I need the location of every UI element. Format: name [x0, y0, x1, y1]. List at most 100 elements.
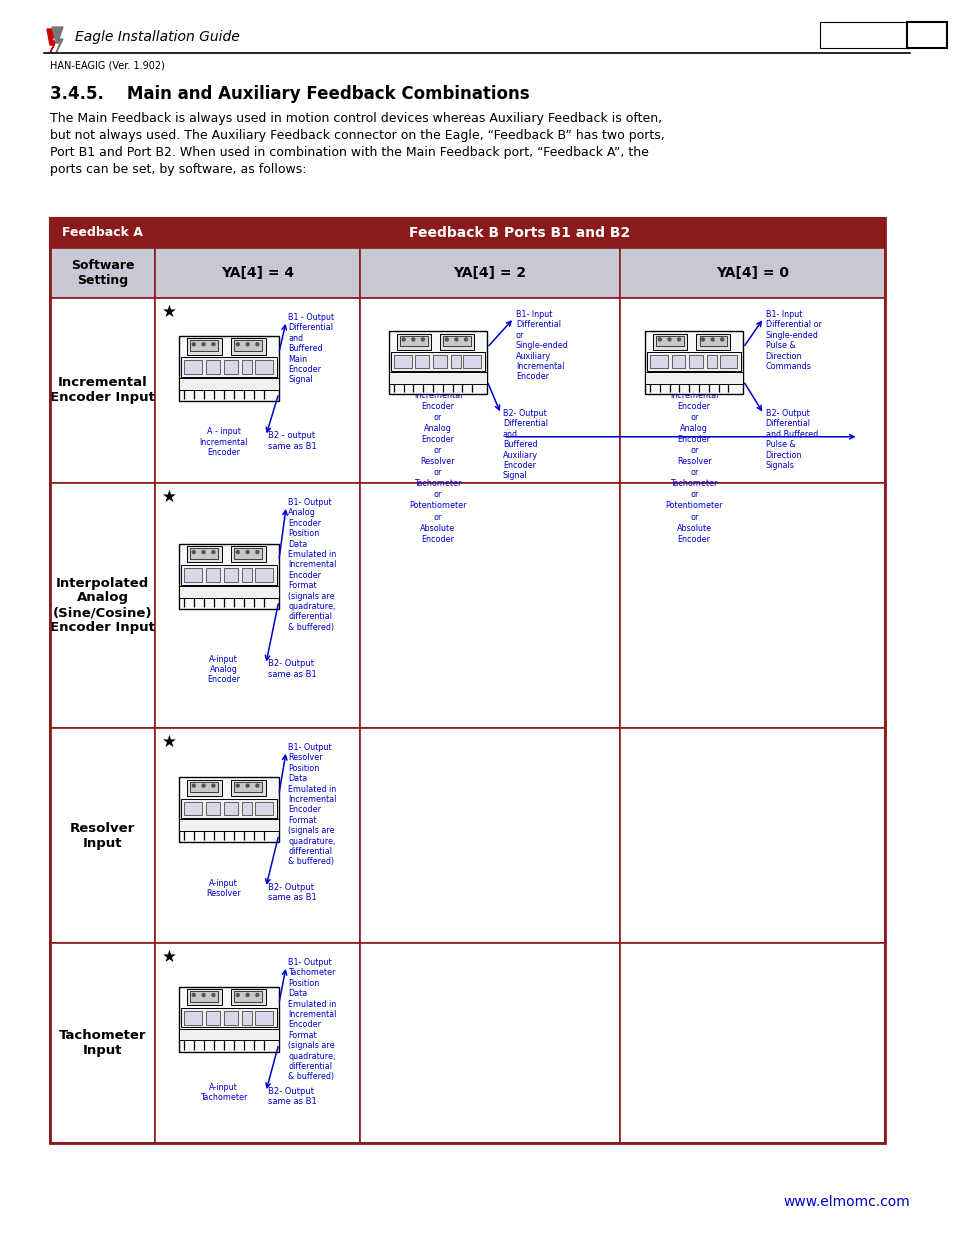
Bar [184, 568, 202, 582]
Text: www.elmomc.com: www.elmomc.com [782, 1195, 909, 1209]
Bar [206, 802, 219, 815]
Circle shape [412, 338, 415, 341]
Bar [190, 341, 218, 351]
Bar [154, 483, 359, 727]
Bar [619, 944, 884, 1144]
Bar [706, 354, 716, 368]
Circle shape [255, 784, 258, 787]
Text: B1- Output
Resolver
Position
Data
Emulated in
Incremental
Encoder
Format
(signal: B1- Output Resolver Position Data Emulat… [288, 743, 336, 867]
Circle shape [455, 338, 457, 341]
Bar [181, 799, 276, 818]
Text: The Main Feedback is always used in motion control devices whereas Auxiliary Fee: The Main Feedback is always used in moti… [50, 112, 661, 125]
Circle shape [421, 338, 424, 341]
Bar [389, 331, 486, 394]
Circle shape [700, 338, 703, 341]
Bar [619, 298, 884, 483]
Text: 3.4.5.    Main and Auxiliary Feedback Combinations: 3.4.5. Main and Auxiliary Feedback Combi… [50, 85, 529, 103]
Bar [181, 566, 276, 584]
Circle shape [246, 343, 249, 346]
Circle shape [255, 551, 258, 553]
Circle shape [193, 551, 195, 553]
Circle shape [246, 551, 249, 553]
Circle shape [193, 993, 195, 997]
Bar [241, 1011, 252, 1025]
Bar [181, 1008, 276, 1028]
Bar [224, 802, 237, 815]
Bar [154, 248, 359, 298]
Circle shape [236, 784, 239, 787]
Circle shape [212, 993, 214, 997]
Bar [241, 361, 252, 374]
Bar [50, 483, 154, 727]
Text: but not always used. The Auxiliary Feedback connector on the Eagle, “Feedback B”: but not always used. The Auxiliary Feedb… [50, 128, 664, 142]
Text: A - input
Incremental
Encoder: A - input Incremental Encoder [199, 427, 248, 457]
Text: B2- Output
Differential
and
Buffered
Auxiliary
Encoder
Signal: B2- Output Differential and Buffered Aux… [502, 409, 547, 480]
Circle shape [667, 338, 670, 341]
Bar [178, 585, 278, 598]
Bar [391, 352, 484, 370]
Text: A-input
Analog
Encoder: A-input Analog Encoder [207, 655, 240, 684]
Bar [689, 354, 702, 368]
Text: B2- Output
Differential
and Buffered
Pulse &
Direction
Signals: B2- Output Differential and Buffered Pul… [765, 409, 817, 471]
Bar [206, 1011, 219, 1025]
Bar [190, 548, 218, 558]
Bar [50, 944, 154, 1144]
Bar [224, 361, 237, 374]
Bar [234, 341, 262, 351]
Bar [234, 990, 262, 1002]
Bar [619, 727, 884, 944]
Bar [359, 248, 619, 298]
Bar [699, 336, 726, 346]
Text: YA[4] = 2: YA[4] = 2 [453, 266, 526, 280]
Circle shape [202, 784, 205, 787]
Bar [646, 352, 740, 370]
Bar [254, 568, 273, 582]
Circle shape [212, 343, 214, 346]
Bar [443, 336, 471, 346]
Bar [359, 944, 619, 1144]
Text: B2- Output
same as B1: B2- Output same as B1 [268, 1087, 316, 1107]
Bar [359, 727, 619, 944]
Bar [50, 219, 884, 1144]
Text: A-input
Resolver: A-input Resolver [206, 878, 241, 898]
Bar [178, 777, 278, 842]
Bar [644, 331, 742, 394]
Text: B1- Output
Analog
Encoder
Position
Data
Emulated in
Incremental
Encoder
Format
(: B1- Output Analog Encoder Position Data … [288, 498, 336, 632]
Circle shape [255, 993, 258, 997]
Bar [254, 802, 273, 815]
Circle shape [193, 784, 195, 787]
Circle shape [236, 993, 239, 997]
Circle shape [677, 338, 679, 341]
Text: Port B1 and Port B2. When used in combination with the Main Feedback port, “Feed: Port B1 and Port B2. When used in combin… [50, 146, 648, 159]
Bar [184, 1011, 202, 1025]
Bar [359, 298, 619, 483]
Text: Software
Setting: Software Setting [71, 259, 134, 287]
Circle shape [246, 784, 249, 787]
Circle shape [202, 343, 205, 346]
Text: Feedback A: Feedback A [62, 226, 143, 240]
Circle shape [193, 343, 195, 346]
Bar [359, 483, 619, 727]
Bar [450, 354, 460, 368]
Circle shape [212, 551, 214, 553]
Text: YA[4] = 0: YA[4] = 0 [716, 266, 788, 280]
Bar [50, 248, 154, 298]
Bar [187, 546, 221, 562]
Text: Eagle Installation Guide: Eagle Installation Guide [75, 30, 239, 44]
Bar [649, 354, 667, 368]
Bar [696, 333, 730, 350]
Circle shape [246, 993, 249, 997]
Bar [656, 336, 683, 346]
Bar [190, 990, 218, 1002]
Bar [389, 372, 486, 384]
Circle shape [445, 338, 448, 341]
Bar [619, 483, 884, 727]
Bar [231, 338, 266, 354]
Bar [184, 802, 202, 815]
Bar [154, 298, 359, 483]
Text: ★: ★ [161, 303, 176, 321]
Bar [190, 782, 218, 793]
Bar [178, 1029, 278, 1040]
Bar [671, 354, 684, 368]
Bar [415, 354, 429, 368]
